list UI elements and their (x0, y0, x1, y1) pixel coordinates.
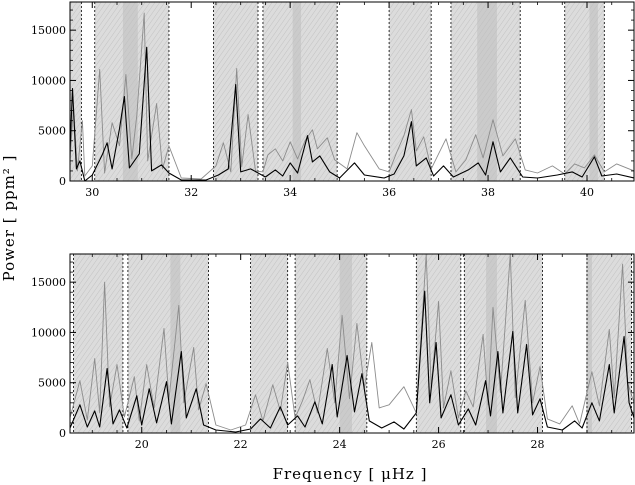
bottom-series-1-line (70, 290, 634, 433)
top-y-tick-label-3: 15000 (31, 24, 66, 37)
y-axis-title: Power [ ppm² ] (0, 155, 18, 282)
top-x-tick-label-5: 40 (580, 186, 594, 199)
top-shaded-band-4 (389, 2, 432, 181)
top-y-tick-label-0: 0 (59, 175, 66, 188)
top-panel: 30 32 34 36 38 40 0 5000 10000 15000 (31, 1, 635, 199)
bottom-shaded-band-0 (73, 254, 123, 433)
top-x-tick-label-1: 32 (184, 186, 198, 199)
bottom-dark-band-3 (586, 254, 592, 433)
bottom-plot-area (70, 254, 634, 433)
top-series-1-line (70, 46, 634, 181)
bottom-x-tick-label-0: 20 (135, 438, 149, 451)
bottom-series-0-line (70, 254, 634, 431)
bottom-shaded-band-2 (250, 254, 288, 433)
top-dark-band-2 (477, 2, 497, 181)
bottom-y-tick-label-0: 0 (59, 427, 66, 440)
top-dark-band-3 (589, 2, 598, 181)
top-x-tick-label-3: 36 (382, 186, 396, 199)
bottom-x-tick-label-4: 28 (531, 438, 545, 451)
top-series-0-line (70, 12, 634, 180)
bottom-x-tick-label-3: 26 (432, 438, 446, 451)
bottom-dark-band-1 (339, 254, 352, 433)
bottom-x-tick-label-2: 24 (333, 438, 347, 451)
top-shaded-band-6 (564, 2, 605, 181)
top-y-tick-label-2: 10000 (31, 74, 66, 87)
bottom-shaded-band-1 (127, 254, 209, 433)
top-x-tick-label-4: 38 (481, 186, 495, 199)
top-shaded-band-0 (70, 2, 82, 181)
top-plot-area (70, 2, 634, 181)
top-dark-band-1 (292, 2, 302, 181)
bottom-frame (69, 253, 635, 434)
bottom-y-tick-label-3: 15000 (31, 276, 66, 289)
top-x-tick-label-0: 30 (85, 186, 99, 199)
top-x-tick-label-2: 34 (283, 186, 297, 199)
top-dark-band-0 (122, 2, 138, 181)
bottom-x-tick-label-1: 22 (234, 438, 248, 451)
bottom-panel: 20 22 24 26 28 0 5000 10000 15000 (31, 253, 635, 451)
bottom-shaded-band-5 (464, 254, 543, 433)
top-frame (69, 1, 635, 182)
bottom-dark-band-0 (170, 254, 181, 433)
bottom-y-tick-label-2: 10000 (31, 326, 66, 339)
x-axis-title: Frequency [ μHz ] (273, 465, 428, 483)
bottom-y-tick-label-1: 5000 (38, 377, 66, 390)
top-y-tick-label-1: 5000 (38, 125, 66, 138)
